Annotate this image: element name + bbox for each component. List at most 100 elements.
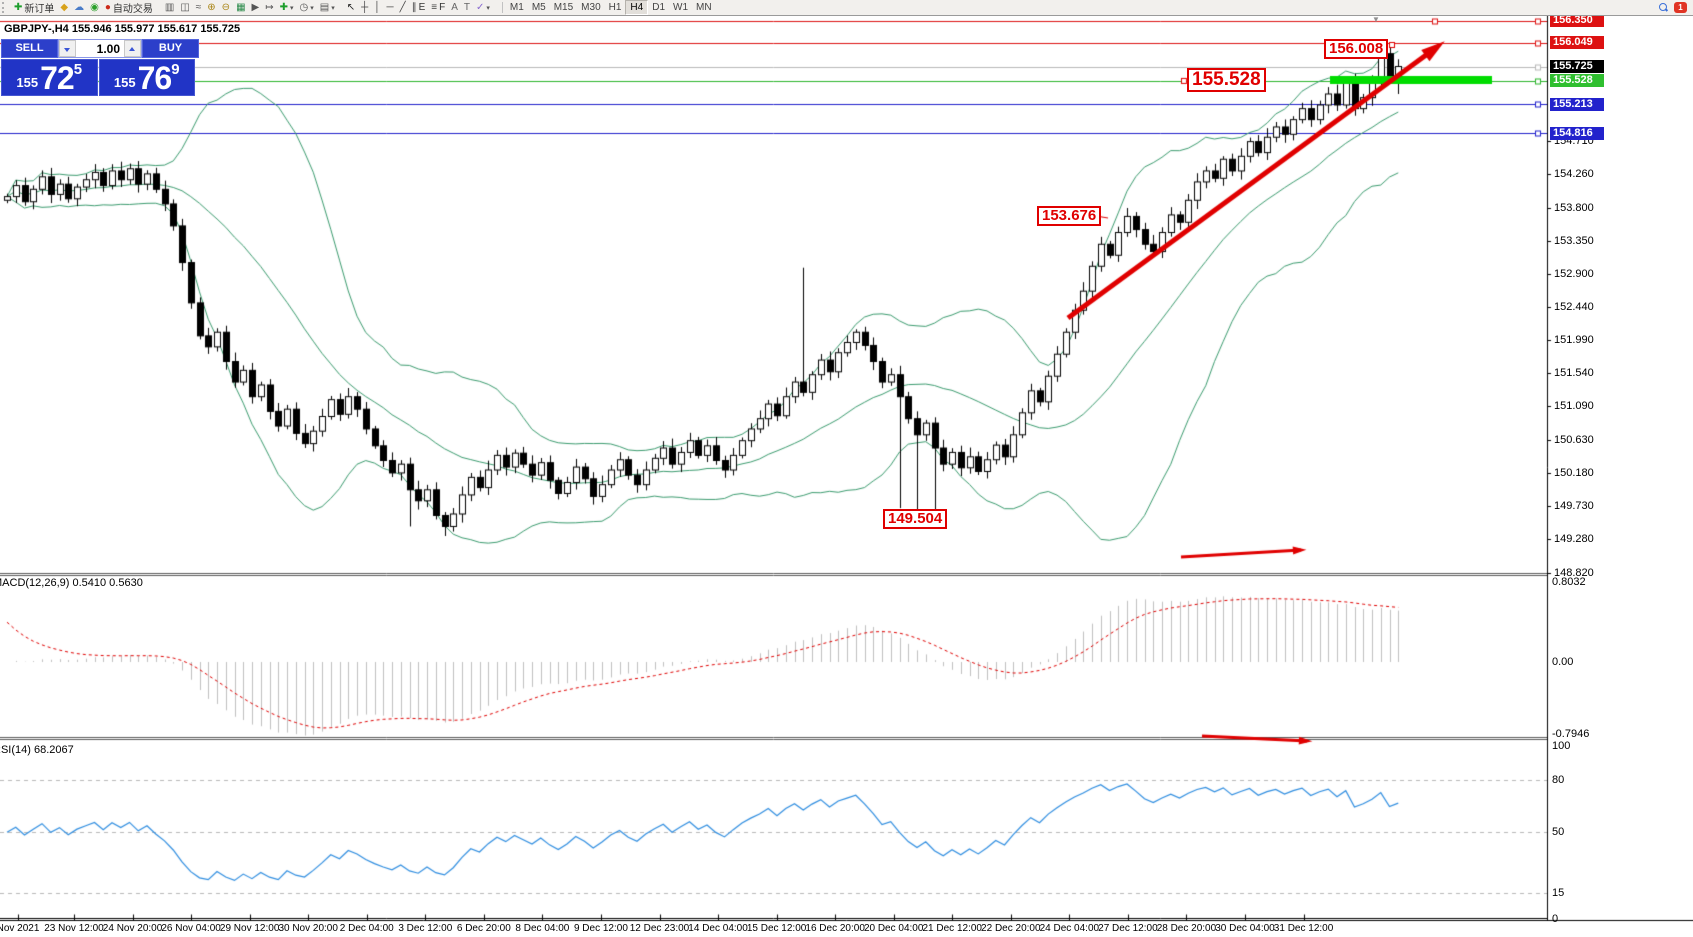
toolbar-right-icons: 1 — [1659, 2, 1693, 13]
equidistant-channel-button[interactable]: ∥ E — [409, 1, 429, 14]
price-level-badge[interactable]: 155.213 — [1550, 97, 1604, 111]
rsi-axis-tick: 50 — [1552, 826, 1565, 839]
price-axis-tick: 150.180 — [1554, 466, 1594, 479]
one-click-trading-panel: SELL BUY 155 72 5 155 76 9 — [1, 39, 199, 96]
arrows-icon: ✓ — [476, 2, 485, 13]
arrows-button[interactable]: ✓ ▾ — [473, 1, 493, 14]
toolbar-button-groups: ✚ 新订单 ◆ ☁ ◉ ● 自动交易 ▥ ◫ ≈ ⊕ ⊖ ▦ ▶ ↦ ✚ ▾ ◷ ▾ ▤ ▾ ↖ ┼ │ ─ ╱ ∥ E ≡ F A T ✓ ▾ — [11, 1, 499, 15]
chevron-down-icon[interactable]: ▾ — [310, 4, 314, 12]
chat-notification-icon[interactable]: 1 — [1674, 2, 1687, 13]
time-axis-label: 30 Dec 04:00 — [1215, 923, 1275, 934]
buy-button[interactable]: BUY — [142, 39, 199, 58]
price-axis-tick: 151.990 — [1554, 334, 1594, 347]
rsi-axis-tick: 100 — [1552, 739, 1571, 752]
new-order-button[interactable]: ✚ 新订单 — [11, 1, 57, 15]
templates-icon: ▤ — [319, 2, 330, 13]
buy-price-prefix: 155 — [113, 75, 136, 90]
fibonacci-label: F — [439, 2, 446, 13]
text-button[interactable]: A — [448, 1, 461, 14]
timeframe-mn-button[interactable]: MN — [696, 2, 712, 13]
timeframe-m5-button[interactable]: M5 — [531, 2, 546, 13]
market-watch-button[interactable]: ◆ — [57, 1, 71, 14]
price-level-badge[interactable]: 155.725 — [1550, 60, 1604, 73]
line-chart-button[interactable]: ≈ — [193, 1, 205, 14]
signal-button[interactable]: ◉ — [87, 1, 102, 14]
cursor-icon: ↖ — [346, 2, 356, 13]
templates-button[interactable]: ▤ ▾ — [317, 1, 338, 14]
toolbar-separator — [501, 2, 503, 13]
time-axis-label: 24 Dec 04:00 — [1039, 923, 1100, 934]
candlestick-chart-button[interactable]: ◫ — [177, 1, 192, 14]
indicators-button[interactable]: ✚ ▾ — [277, 1, 297, 14]
bar-chart-button[interactable]: ▥ — [162, 1, 177, 14]
timeframe-d1-button[interactable]: D1 — [652, 2, 666, 13]
autotrading-button[interactable]: ● 自动交易 — [102, 1, 156, 15]
time-axis-label: 22 Dec 20:00 — [981, 923, 1041, 934]
autotrading-label: 自动交易 — [112, 4, 153, 15]
chevron-down-icon[interactable]: ▾ — [290, 4, 294, 12]
fibonacci-button[interactable]: ≡ F — [428, 1, 448, 14]
timeframe-m1-button[interactable]: M1 — [509, 2, 524, 13]
chart-canvas[interactable] — [0, 15, 1693, 937]
price-annotation-label[interactable]: 155.528 — [1187, 68, 1266, 92]
sell-price-display[interactable]: 155 72 5 — [1, 59, 98, 96]
periods-icon: ◷ — [299, 2, 309, 13]
volume-increase-button[interactable] — [124, 40, 141, 57]
time-axis-label: 9 Dec 12:00 — [573, 923, 628, 934]
macd-axis-tick: -0.7946 — [1552, 728, 1590, 740]
buy-price-display[interactable]: 155 76 9 — [98, 59, 195, 96]
timeframe-m30-button[interactable]: M30 — [581, 2, 601, 13]
timeframe-m15-button[interactable]: M15 — [553, 2, 574, 13]
chart-window: GBPJPY-,H4 155.946 155.977 155.617 155.7… — [0, 14, 1693, 937]
sell-price-pip: 5 — [73, 61, 83, 78]
macd-axis-tick: 0.8032 — [1552, 576, 1586, 588]
chevron-down-icon[interactable]: ▾ — [331, 4, 335, 12]
chevron-down-icon[interactable]: ▾ — [486, 4, 490, 12]
tile-windows-button[interactable]: ▦ — [233, 1, 248, 14]
price-axis-tick: 151.540 — [1554, 367, 1594, 380]
time-axis-label: 14 Dec 04:00 — [688, 923, 748, 934]
indicators-icon: ✚ — [279, 2, 288, 13]
time-axis-label: 29 Nov 12:00 — [219, 923, 280, 934]
rsi-indicator-label: RSI(14) 68.2067 — [0, 744, 74, 756]
timeframe-w1-button[interactable]: W1 — [673, 2, 689, 13]
timeframe-h1-button[interactable]: H1 — [608, 2, 622, 13]
signal-icon: ◉ — [90, 2, 99, 13]
chart-shift-button[interactable]: ↦ — [262, 1, 276, 14]
price-annotation-label[interactable]: 153.676 — [1037, 206, 1102, 226]
zoom-out-button[interactable]: ⊖ — [219, 1, 233, 14]
price-level-badge[interactable]: 156.350 — [1550, 14, 1604, 28]
bar-chart-icon: ▥ — [164, 2, 175, 13]
volume-input[interactable] — [76, 40, 124, 57]
cloud-chart-button[interactable]: ☁ — [71, 1, 87, 14]
chart-ohlc-title: GBPJPY-,H4 155.946 155.977 155.617 155.7… — [4, 23, 241, 35]
price-axis-tick: 149.280 — [1554, 532, 1594, 545]
time-axis-label: 31 Dec 12:00 — [1273, 923, 1334, 934]
search-icon[interactable] — [1659, 3, 1668, 12]
new-order-label: 新订单 — [24, 4, 55, 15]
vertical-line-button[interactable]: │ — [371, 1, 383, 14]
trendline-button[interactable]: ╱ — [397, 1, 409, 14]
toolbar-drag-handle[interactable] — [2, 2, 9, 13]
price-level-badge[interactable]: 154.816 — [1550, 126, 1604, 140]
periods-button[interactable]: ◷ ▾ — [297, 1, 317, 14]
timeframe-h4-button[interactable]: H4 — [625, 0, 649, 15]
crosshair-button[interactable]: ┼ — [358, 1, 371, 14]
zoom-in-button[interactable]: ⊕ — [204, 1, 218, 14]
chart-shift-icon: ↦ — [265, 2, 274, 13]
volume-decrease-button[interactable] — [59, 40, 76, 57]
price-level-badge[interactable]: 155.528 — [1550, 74, 1604, 88]
trendline-icon: ╱ — [399, 2, 406, 13]
rsi-axis-tick: 15 — [1552, 887, 1565, 899]
sell-button[interactable]: SELL — [1, 39, 58, 58]
price-annotation-label[interactable]: 156.008 — [1324, 39, 1389, 59]
price-annotation-label[interactable]: 149.504 — [883, 509, 948, 529]
horizontal-line-button[interactable]: ─ — [383, 1, 396, 14]
time-axis-label: 8 Dec 04:00 — [515, 923, 570, 934]
text-label-button[interactable]: T — [461, 1, 473, 14]
cursor-button[interactable]: ↖ — [344, 1, 358, 14]
price-level-badge[interactable]: 156.049 — [1550, 36, 1604, 50]
buy-price-main: 76 — [137, 60, 173, 96]
auto-scroll-button[interactable]: ▶ — [249, 1, 263, 14]
